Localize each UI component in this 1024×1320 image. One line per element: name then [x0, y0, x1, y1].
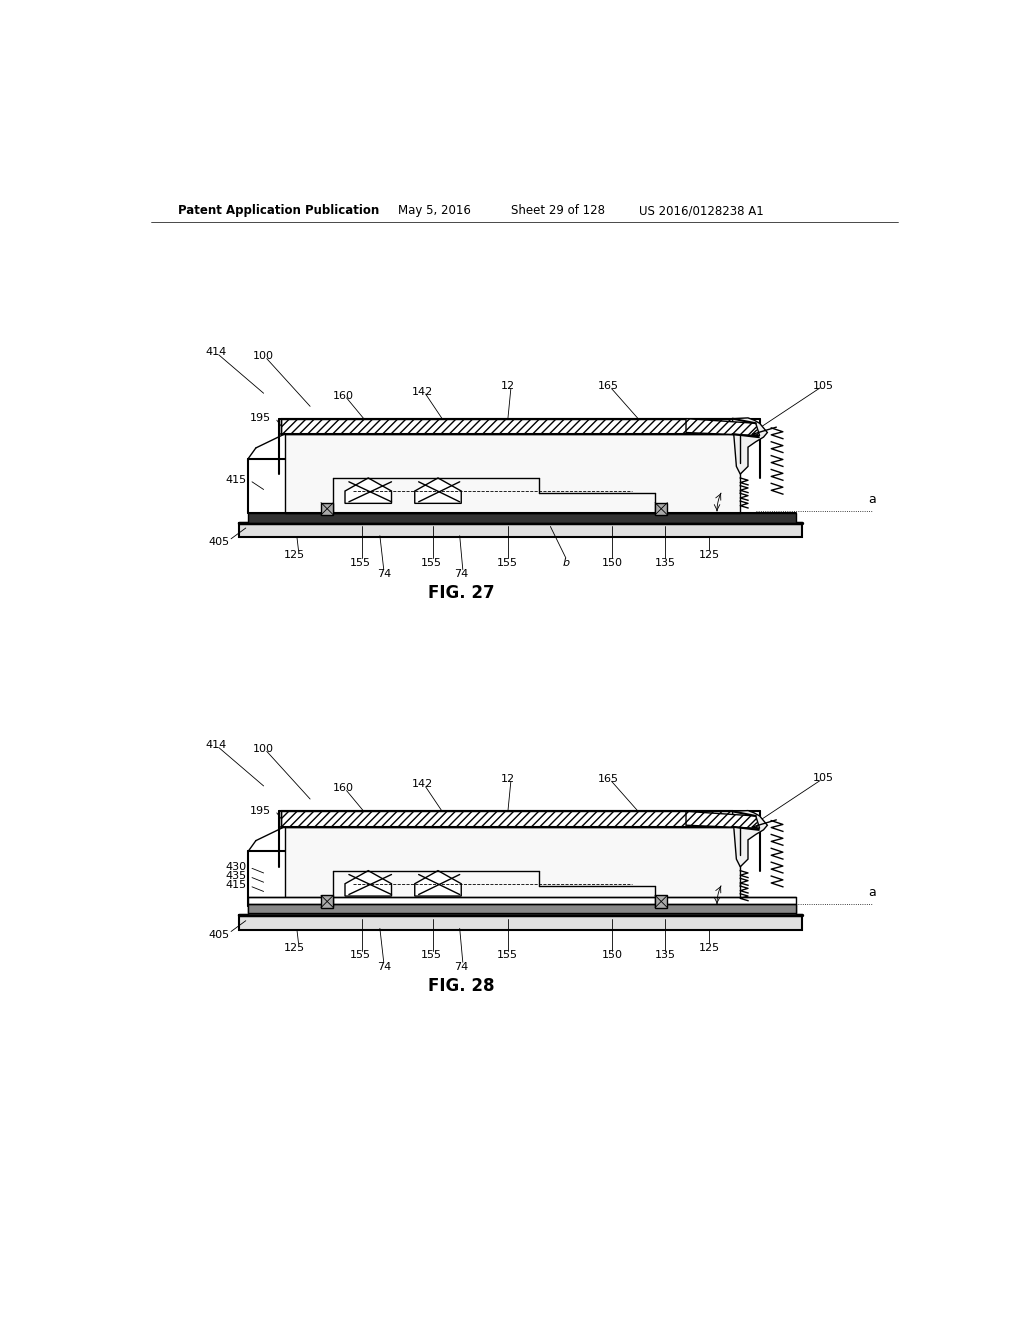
Text: 415: 415: [225, 475, 247, 486]
Text: 155: 155: [421, 557, 442, 568]
Bar: [285, 434, 740, 513]
Text: US 2016/0128238 A1: US 2016/0128238 A1: [639, 205, 764, 218]
Text: 100: 100: [253, 351, 274, 362]
Text: a: a: [868, 886, 876, 899]
Bar: [321, 503, 334, 515]
Text: 165: 165: [598, 381, 618, 391]
Text: 142: 142: [412, 779, 433, 789]
Text: 435: 435: [225, 871, 247, 880]
Text: 142: 142: [412, 387, 433, 397]
Text: FIG. 27: FIG. 27: [428, 585, 495, 602]
Text: 430: 430: [225, 862, 247, 871]
Text: 195: 195: [250, 413, 271, 422]
Text: 74: 74: [377, 962, 391, 972]
Text: 12: 12: [501, 774, 515, 784]
Text: 74: 74: [377, 569, 391, 579]
Text: 150: 150: [602, 950, 623, 961]
Text: 100: 100: [253, 744, 274, 754]
Text: 405: 405: [209, 537, 230, 546]
Polygon shape: [686, 812, 760, 829]
Text: 135: 135: [654, 557, 676, 568]
Text: May 5, 2016: May 5, 2016: [397, 205, 471, 218]
Bar: [239, 523, 802, 537]
Text: 414: 414: [205, 347, 226, 358]
Bar: [285, 826, 740, 906]
Text: 165: 165: [598, 774, 618, 784]
Text: 155: 155: [498, 950, 518, 961]
Text: 125: 125: [698, 942, 720, 953]
Bar: [655, 503, 668, 515]
Text: b: b: [562, 557, 569, 568]
Bar: [248, 906, 796, 915]
Bar: [282, 812, 732, 826]
Text: 105: 105: [813, 380, 834, 391]
Text: 155: 155: [350, 950, 371, 961]
Text: 125: 125: [284, 550, 305, 560]
Text: 155: 155: [421, 950, 442, 961]
Text: 160: 160: [333, 391, 354, 400]
Bar: [282, 418, 732, 434]
Bar: [239, 915, 802, 929]
Bar: [248, 904, 796, 913]
Polygon shape: [345, 871, 391, 896]
Text: 74: 74: [454, 569, 468, 579]
Text: 125: 125: [284, 942, 305, 953]
Polygon shape: [345, 478, 391, 503]
Text: 155: 155: [498, 557, 518, 568]
Text: 405: 405: [209, 929, 230, 940]
Text: 195: 195: [250, 805, 271, 816]
Text: 125: 125: [698, 550, 720, 560]
Text: 414: 414: [205, 741, 226, 750]
Text: Sheet 29 of 128: Sheet 29 of 128: [511, 205, 605, 218]
Text: FIG. 28: FIG. 28: [428, 977, 495, 995]
Text: 415: 415: [225, 880, 247, 890]
Polygon shape: [732, 810, 767, 867]
Text: 160: 160: [333, 783, 354, 793]
Polygon shape: [686, 418, 760, 436]
Text: 105: 105: [813, 774, 834, 783]
Text: 74: 74: [454, 962, 468, 972]
Polygon shape: [415, 871, 461, 896]
Polygon shape: [415, 478, 461, 503]
Bar: [321, 895, 334, 908]
Text: 135: 135: [654, 950, 676, 961]
Text: a: a: [868, 492, 876, 506]
Text: 155: 155: [350, 557, 371, 568]
Text: Patent Application Publication: Patent Application Publication: [178, 205, 380, 218]
Bar: [248, 513, 796, 523]
Bar: [655, 895, 668, 908]
Polygon shape: [732, 418, 767, 474]
Bar: [248, 896, 796, 906]
Text: 12: 12: [501, 381, 515, 391]
Text: 150: 150: [602, 557, 623, 568]
